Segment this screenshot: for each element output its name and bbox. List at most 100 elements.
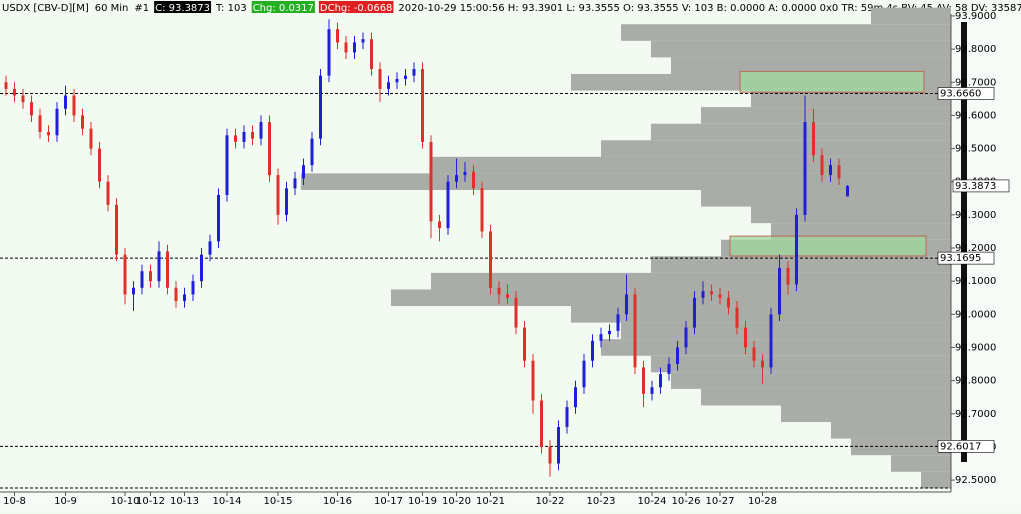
profile-bar — [571, 306, 951, 323]
candle-body — [701, 291, 705, 298]
zone — [729, 235, 927, 257]
price-box — [937, 440, 995, 453]
candle-body — [599, 334, 603, 341]
candle-body — [812, 122, 815, 156]
candle-body — [13, 88, 16, 96]
profile-bar — [621, 322, 951, 340]
candle-body — [735, 307, 739, 328]
candle-body — [72, 95, 76, 116]
candle-body — [251, 131, 254, 139]
candle-body — [30, 102, 33, 116]
candle-body — [489, 231, 492, 288]
profile-bar — [651, 40, 951, 58]
candle-body — [225, 135, 229, 195]
candle-body — [149, 271, 152, 282]
price-box-label: 92.6017 — [940, 441, 981, 452]
candle-body — [523, 327, 526, 361]
candle-body — [344, 42, 348, 53]
candle-body — [89, 128, 93, 149]
candle-body — [676, 347, 679, 365]
candle-body — [174, 287, 178, 302]
candle-body — [565, 407, 569, 428]
profile-bar — [301, 173, 951, 190]
candle-body — [514, 297, 518, 328]
profile-bar — [651, 355, 951, 373]
header-symbol: USDX [CBV-D][M] — [2, 3, 89, 14]
x-tick-label: 10-17 — [374, 496, 403, 507]
candle-body — [327, 29, 331, 76]
x-tick-label: 10-27 — [705, 496, 734, 507]
candle-body — [438, 221, 441, 229]
candle-body — [132, 287, 135, 295]
candle-body — [370, 39, 373, 69]
candle-body — [574, 387, 577, 408]
candle-body — [548, 446, 552, 464]
x-tick-label: 10-24 — [637, 496, 666, 507]
y-tick-label: 92.9000 — [955, 342, 996, 353]
candle-body — [200, 254, 203, 282]
y-tick-label: 92.7000 — [955, 409, 996, 420]
candle-body — [786, 267, 790, 285]
candle-body — [353, 42, 356, 53]
candle-body — [64, 95, 67, 109]
candle-body — [633, 294, 637, 368]
candle-body — [846, 185, 849, 197]
candle-body — [293, 178, 297, 189]
candle-body — [157, 251, 161, 282]
header-c: C: 93.3873 — [155, 3, 210, 14]
x-tick-label: 10-20 — [442, 496, 471, 507]
profile-bar — [651, 256, 951, 273]
x-tick-label: 10-23 — [586, 496, 615, 507]
candle-body — [769, 314, 773, 368]
candle-body — [310, 138, 314, 166]
profile-bar — [751, 206, 951, 224]
candle-body — [404, 75, 407, 79]
candle-body — [557, 427, 560, 464]
x-tick-label: 10-22 — [535, 496, 564, 507]
candle-body — [752, 347, 756, 361]
profile-bar — [601, 140, 951, 157]
candle-body — [761, 360, 764, 368]
price-box-label: 93.3873 — [955, 181, 996, 192]
candle-body — [115, 204, 118, 255]
x-tick-label: 10-16 — [323, 496, 352, 507]
x-tick-label: 10-8 — [3, 496, 26, 507]
candle-body — [693, 297, 696, 328]
y-tick-label: 93.3000 — [955, 210, 996, 221]
candle-body — [727, 297, 730, 308]
y-tick-label: 93.7000 — [955, 77, 996, 88]
candle-body — [106, 181, 110, 205]
price-box — [937, 251, 995, 265]
profile-bar — [671, 57, 951, 74]
candle-body — [140, 271, 144, 288]
candle-body — [81, 115, 84, 129]
candle-body — [242, 131, 246, 142]
candle-body — [684, 327, 688, 348]
profile-bar — [921, 471, 951, 489]
x-tick-label: 10-19 — [408, 496, 437, 507]
x-axis-panel — [0, 492, 1021, 510]
x-tick-label: 10-28 — [748, 496, 777, 507]
candle-body — [285, 188, 288, 215]
candle-body — [302, 165, 305, 179]
candle-body — [829, 165, 832, 176]
price-box-label: 93.6660 — [940, 89, 981, 100]
y-tick-label: 93.2000 — [955, 243, 996, 254]
candle-body — [336, 29, 339, 43]
candle-body — [659, 373, 662, 388]
header-badge — [318, 1, 394, 13]
x-tick-label: 10-13 — [170, 496, 199, 507]
candle-body — [803, 122, 807, 215]
zone — [739, 70, 925, 93]
candle-body — [616, 314, 620, 331]
candle-body — [208, 241, 212, 255]
candle-body — [591, 340, 594, 361]
header-rest: 2020-10-29 15:00:56 H: 93.3901 L: 93.355… — [398, 3, 1021, 14]
candle-body — [395, 78, 399, 83]
candle-body — [412, 68, 416, 76]
candle-body — [21, 95, 25, 103]
candle-body — [47, 131, 50, 136]
header-chart: #1 — [134, 3, 149, 14]
